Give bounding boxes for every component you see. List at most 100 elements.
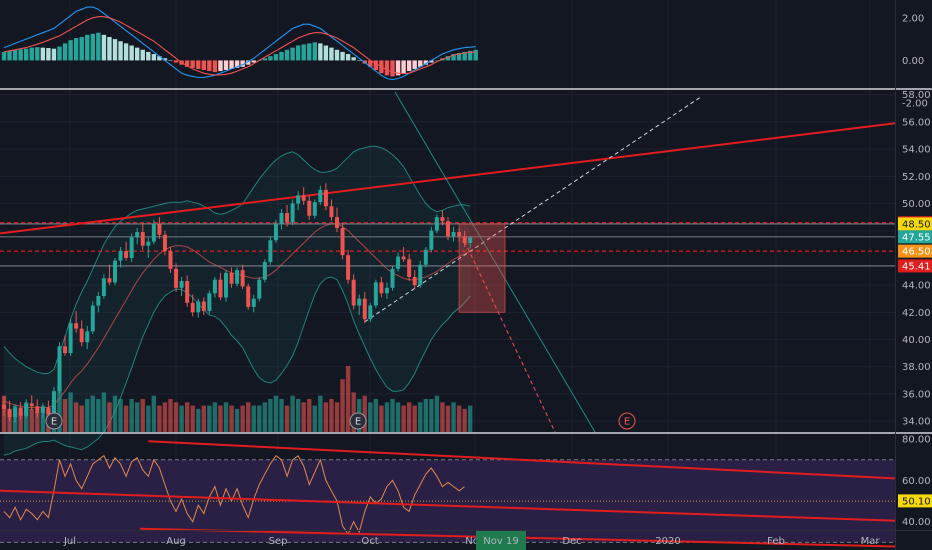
macd-panel[interactable] [1,6,478,81]
candle-body[interactable] [190,302,195,313]
candle-body[interactable] [368,305,373,320]
candle-body[interactable] [140,232,145,246]
candle-body[interactable] [63,346,68,354]
candle-body[interactable] [285,213,290,223]
candle-body[interactable] [373,282,378,306]
candle-body[interactable] [440,217,445,222]
candle-body[interactable] [335,217,339,228]
candle-body[interactable] [18,407,23,416]
rsi-upper-trendline[interactable] [148,440,896,480]
crosshair-date-label[interactable]: Nov 19 [476,531,526,550]
candle-body[interactable] [401,256,406,260]
candle-body[interactable] [290,203,295,223]
candle-body[interactable] [2,404,6,409]
candle-body[interactable] [257,279,262,299]
candle-body[interactable] [351,279,356,306]
candle-body[interactable] [113,260,117,283]
candle-body[interactable] [90,305,95,332]
candle-body[interactable] [307,200,312,216]
upper-trendline[interactable] [0,122,896,235]
candle-body[interactable] [135,232,140,238]
candle-body[interactable] [301,195,306,201]
candle-body[interactable] [296,195,301,204]
descending-trendline[interactable] [394,91,596,433]
candle-body[interactable] [29,403,34,407]
candle-body[interactable] [57,346,62,392]
candle-body[interactable] [357,298,362,306]
candle-body[interactable] [407,259,412,277]
candle-body[interactable] [240,270,245,287]
candle-body[interactable] [273,223,278,241]
candle-body[interactable] [157,223,162,235]
candle-body[interactable] [35,406,40,413]
candle-body[interactable] [246,286,251,307]
candle-body[interactable] [7,408,12,418]
candle-body[interactable] [129,237,134,258]
candle-body[interactable] [235,270,240,284]
candle-body[interactable] [251,298,256,307]
candle-body[interactable] [185,281,190,303]
candle-body[interactable] [396,256,401,269]
candle-body[interactable] [96,296,101,306]
candle-body[interactable] [384,287,389,294]
candle-body[interactable] [101,278,106,296]
candle-body[interactable] [446,221,450,237]
earnings-marker[interactable]: E [349,412,367,430]
candle-body[interactable] [323,189,328,207]
candle-body[interactable] [40,407,45,413]
candle-body[interactable] [429,230,434,250]
candle-body[interactable] [340,228,345,256]
candle-body[interactable] [179,281,184,288]
candle-body[interactable] [196,301,201,313]
candle-body[interactable] [51,391,56,415]
rsi-middle-trendline[interactable] [0,489,896,522]
price-tag[interactable]: 46.50 [898,244,932,258]
candle-body[interactable] [379,282,384,294]
candle-body[interactable] [207,293,212,311]
candle-body[interactable] [412,276,417,286]
candle-body[interactable] [212,279,217,294]
candle-body[interactable] [124,251,129,258]
candle-body[interactable] [68,323,73,354]
candle-body[interactable] [85,331,90,343]
candle-body[interactable] [312,202,317,216]
candle-body[interactable] [268,240,273,262]
price-tag[interactable]: 47.55 [898,230,932,244]
candle-body[interactable] [162,234,167,252]
projection-dashed-line[interactable] [464,241,556,433]
candle-body[interactable] [151,223,156,242]
candle-body[interactable] [118,251,123,261]
candle-body[interactable] [262,262,267,280]
candle-body[interactable] [346,255,351,280]
candle-body[interactable] [434,217,439,231]
candle-body[interactable] [462,236,467,243]
earnings-marker[interactable]: E [618,412,636,430]
candle-body[interactable] [229,272,234,284]
candle-body[interactable] [174,268,179,288]
candle-body[interactable] [279,213,284,224]
candle-body[interactable] [218,279,223,298]
rsi-panel[interactable] [0,440,896,548]
time-axis[interactable]: Jul Aug Sep Oct Nov Dec 2020 Feb Mar Nov 19 [63,531,880,550]
candle-body[interactable] [74,323,79,329]
earnings-marker[interactable]: E [45,412,63,430]
candle-body[interactable] [13,407,18,418]
candle-body[interactable] [362,298,367,320]
candle-body[interactable] [24,403,29,416]
candle-body[interactable] [46,407,51,415]
rsi-value-tag[interactable]: 50.10 [898,494,932,508]
candle-body[interactable] [146,241,151,246]
candle-body[interactable] [107,278,112,283]
candle-body[interactable] [468,237,473,243]
candle-body[interactable] [79,328,84,343]
candle-body[interactable] [390,268,395,288]
price-tag[interactable]: 45.41 [898,259,932,273]
candle-body[interactable] [329,206,334,218]
candle-body[interactable] [423,249,428,265]
candle-body[interactable] [168,251,173,269]
candle-body[interactable] [318,189,323,203]
target-zone-box[interactable] [458,223,506,313]
